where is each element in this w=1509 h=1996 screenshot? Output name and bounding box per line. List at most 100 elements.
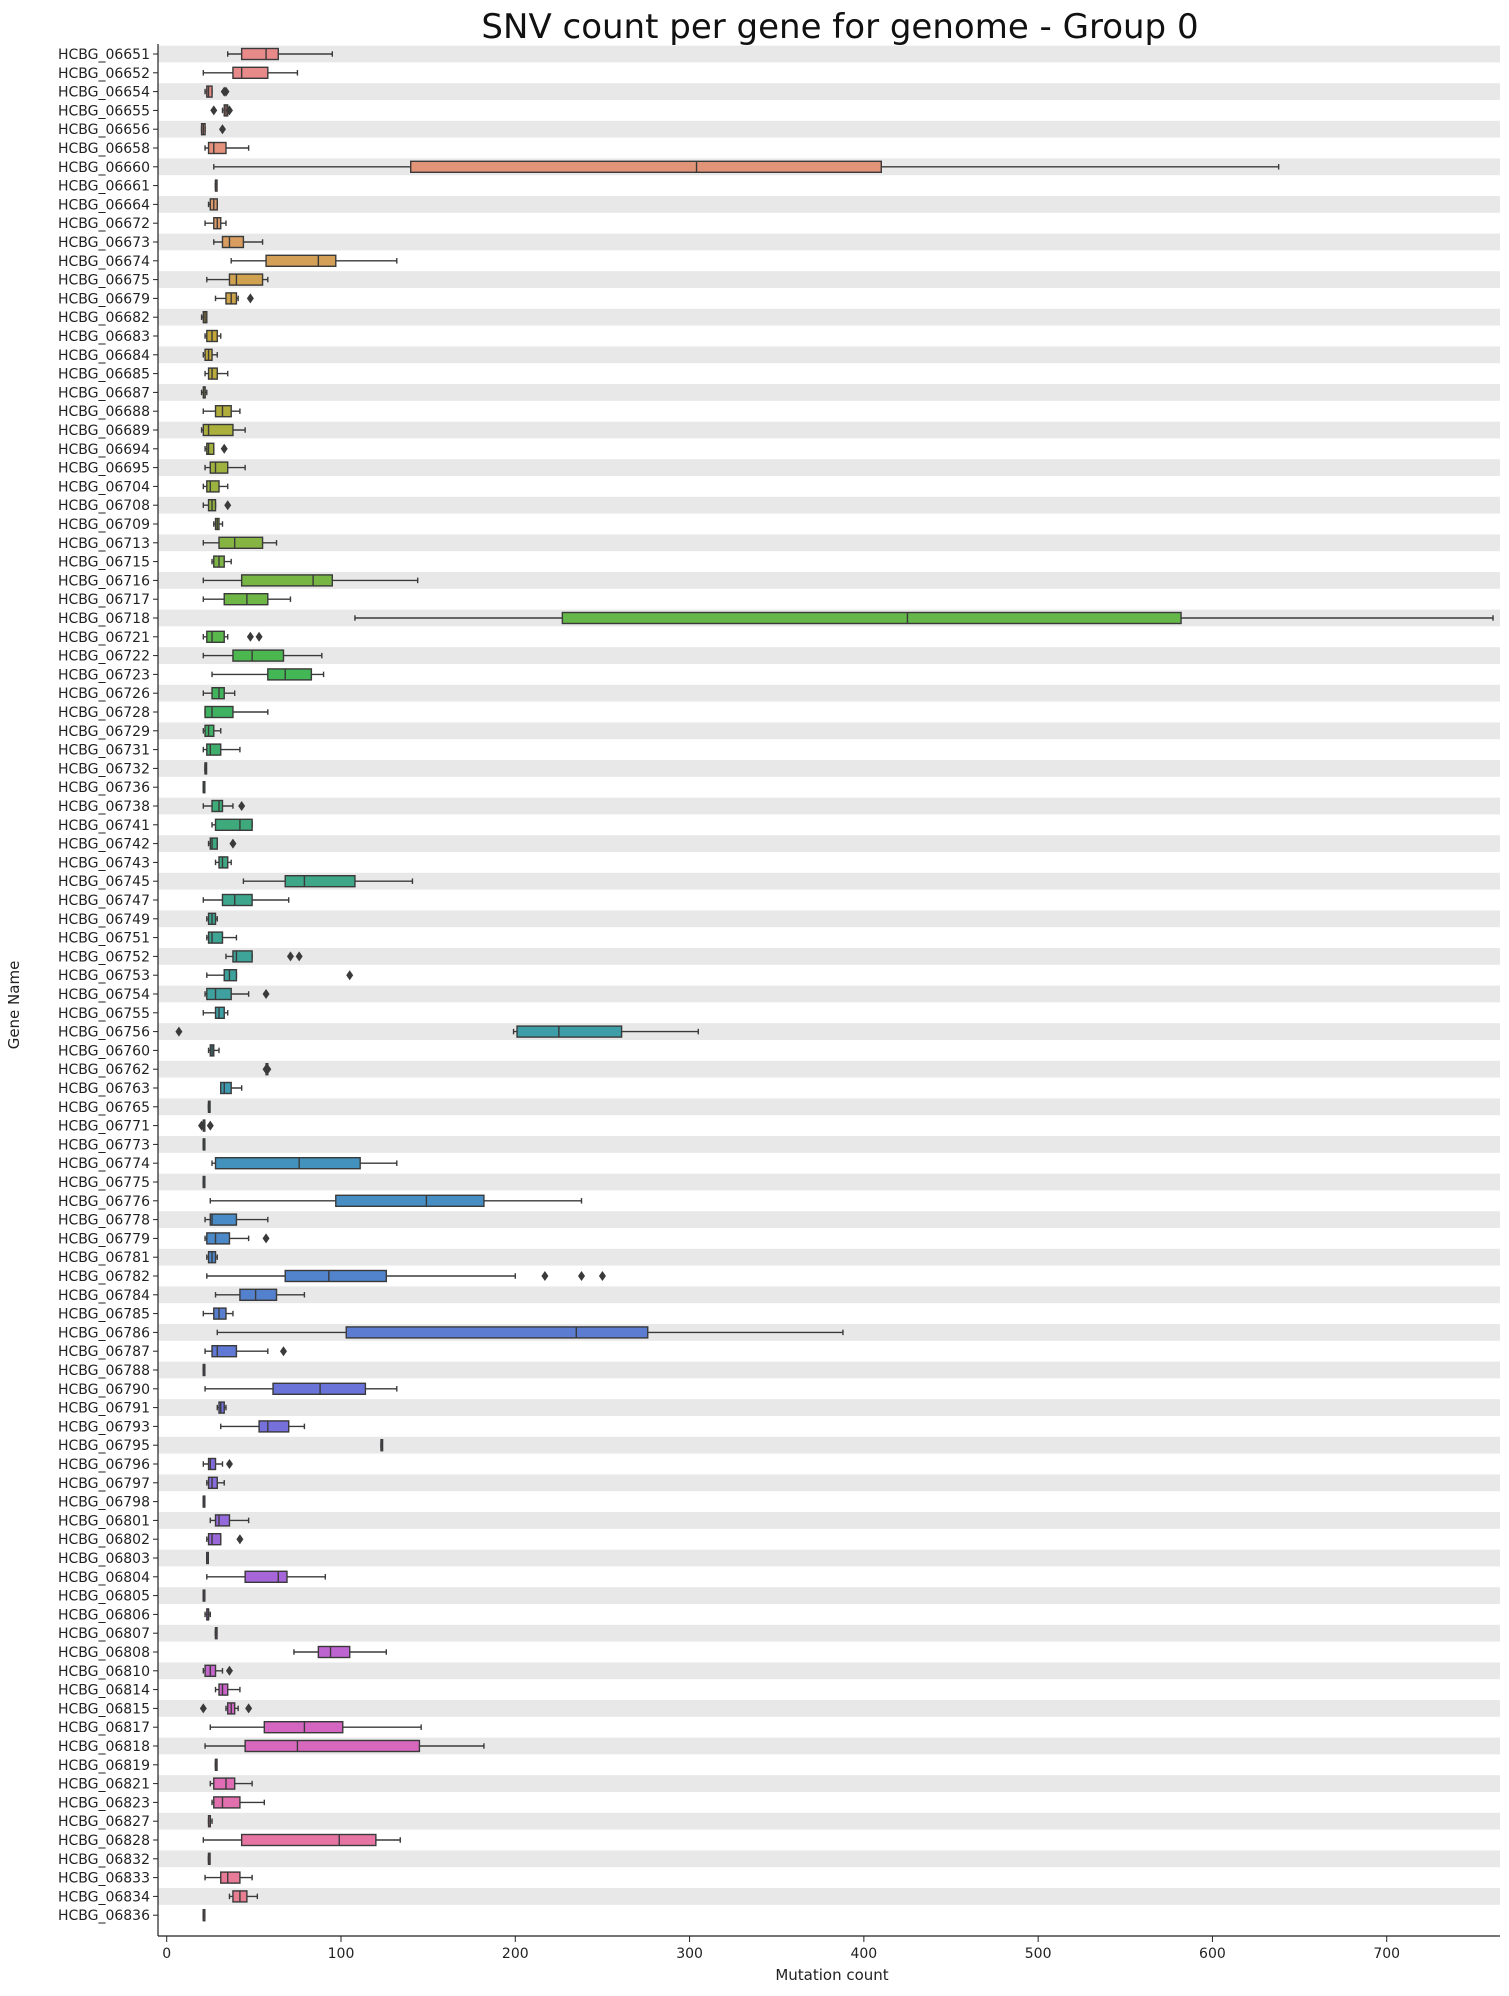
- x-tick-label: 500: [1025, 1946, 1052, 1962]
- row-band: [158, 1737, 1500, 1755]
- y-tick-label: HCBG_06708: [58, 498, 150, 514]
- box-iqr: [207, 1476, 218, 1490]
- box-HCBG_06791: [216, 1401, 227, 1414]
- y-tick-label: HCBG_06832: [58, 1852, 150, 1868]
- row-band: [158, 741, 1500, 758]
- y-tick-label: HCBG_06814: [58, 1683, 150, 1699]
- outlier: [578, 1271, 586, 1281]
- y-tick-label: HCBG_06779: [58, 1231, 150, 1247]
- row-band: [158, 760, 1500, 777]
- box-iqr: [345, 1326, 649, 1339]
- row-band: [158, 835, 1500, 852]
- box-HCBG_06817: [209, 1720, 422, 1734]
- box-HCBG_06684: [202, 348, 218, 361]
- box-iqr: [232, 649, 285, 662]
- box-HCBG_06745: [242, 875, 414, 888]
- row-band: [158, 496, 1500, 514]
- x-tick-label: 700: [1373, 1946, 1400, 1962]
- y-tick-label: HCBG_06781: [58, 1250, 150, 1266]
- outlier: [199, 1703, 207, 1714]
- row-band: [158, 1060, 1500, 1078]
- row-band: [158, 421, 1500, 439]
- row-band: [158, 308, 1500, 326]
- box-HCBG_06785: [202, 1307, 234, 1320]
- row-band: [158, 1775, 1500, 1792]
- row-band: [158, 1756, 1500, 1774]
- box-iqr: [284, 875, 356, 888]
- box-HCBG_06688: [202, 405, 241, 418]
- box-iqr: [206, 1232, 231, 1245]
- box-HCBG_06778: [204, 1213, 269, 1226]
- box-HCBG_06819: [214, 1758, 218, 1772]
- box-iqr: [214, 1006, 225, 1019]
- y-tick-label: HCBG_06804: [58, 1570, 150, 1586]
- box-HCBG_06751: [206, 931, 238, 944]
- box-HCBG_06823: [211, 1796, 266, 1809]
- y-tick-label: HCBG_06796: [58, 1457, 150, 1473]
- y-tick-label: HCBG_06745: [58, 874, 150, 890]
- y-tick-label: HCBG_06815: [58, 1701, 150, 1717]
- y-tick-label: HCBG_06728: [58, 705, 150, 721]
- box-iqr: [206, 630, 225, 643]
- chart-title: SNV count per gene for genome - Group 0: [481, 7, 1198, 47]
- box-HCBG_06775: [202, 1175, 206, 1189]
- box-iqr: [211, 687, 225, 700]
- box-HCBG_06655: [210, 104, 233, 117]
- box-HCBG_06732: [204, 762, 208, 775]
- box-HCBG_06656: [200, 122, 226, 136]
- y-tick-label: HCBG_06687: [58, 385, 150, 401]
- box-HCBG_06741: [211, 818, 253, 831]
- y-tick-label: HCBG_06660: [58, 160, 150, 176]
- y-tick-label: HCBG_06828: [58, 1833, 150, 1849]
- y-tick-label: HCBG_06771: [58, 1119, 150, 1135]
- box-HCBG_06797: [206, 1476, 225, 1490]
- y-tick-label: HCBG_06833: [58, 1871, 150, 1887]
- y-tick-label: HCBG_06795: [58, 1438, 150, 1454]
- box-iqr: [209, 461, 229, 474]
- box-HCBG_06807: [214, 1626, 218, 1640]
- y-tick-label: HCBG_06683: [58, 329, 150, 345]
- box-HCBG_06722: [202, 649, 323, 662]
- y-tick-label: HCBG_06818: [58, 1739, 150, 1755]
- row-band: [158, 816, 1500, 834]
- y-tick-label: HCBG_06774: [58, 1156, 150, 1172]
- box-HCBG_06798: [202, 1495, 206, 1508]
- row-band: [158, 1662, 1500, 1680]
- box-HCBG_06675: [206, 273, 269, 286]
- outlier: [246, 631, 254, 642]
- row-band: [158, 1117, 1500, 1134]
- box-HCBG_06660: [213, 160, 1280, 174]
- y-tick-label: HCBG_06718: [58, 611, 150, 627]
- y-tick-label: HCBG_06664: [58, 197, 150, 213]
- row-band: [158, 1643, 1500, 1661]
- box-HCBG_06788: [202, 1363, 206, 1377]
- box-HCBG_06683: [204, 329, 222, 343]
- outlier: [255, 631, 263, 642]
- box-HCBG_06827: [207, 1814, 213, 1828]
- y-tick-label: HCBG_06823: [58, 1795, 150, 1811]
- row-band: [158, 1230, 1500, 1247]
- row-band: [158, 1418, 1500, 1435]
- row-band: [158, 1568, 1500, 1586]
- box-iqr: [207, 141, 227, 155]
- row-band: [158, 1004, 1500, 1022]
- y-tick-label: HCBG_06694: [58, 442, 150, 458]
- y-tick-label: HCBG_06782: [58, 1269, 150, 1285]
- y-axis-label: Gene Name: [5, 961, 23, 1050]
- outlier: [220, 443, 228, 454]
- row-band: [158, 647, 1500, 664]
- outlier: [541, 1271, 549, 1281]
- row-band: [158, 1455, 1500, 1473]
- y-tick-label: HCBG_06684: [58, 348, 150, 364]
- y-tick-label: HCBG_06803: [58, 1551, 150, 1567]
- y-tick-label: HCBG_06801: [58, 1513, 150, 1529]
- row-band: [158, 1248, 1500, 1266]
- y-tick-label: HCBG_06773: [58, 1137, 150, 1153]
- y-tick-label: HCBG_06836: [58, 1908, 150, 1924]
- row-band: [158, 120, 1500, 138]
- boxes: [175, 47, 1494, 1922]
- row-band: [158, 854, 1500, 871]
- box-iqr: [317, 1645, 351, 1659]
- box-HCBG_06715: [211, 555, 232, 568]
- box-iqr: [218, 536, 264, 549]
